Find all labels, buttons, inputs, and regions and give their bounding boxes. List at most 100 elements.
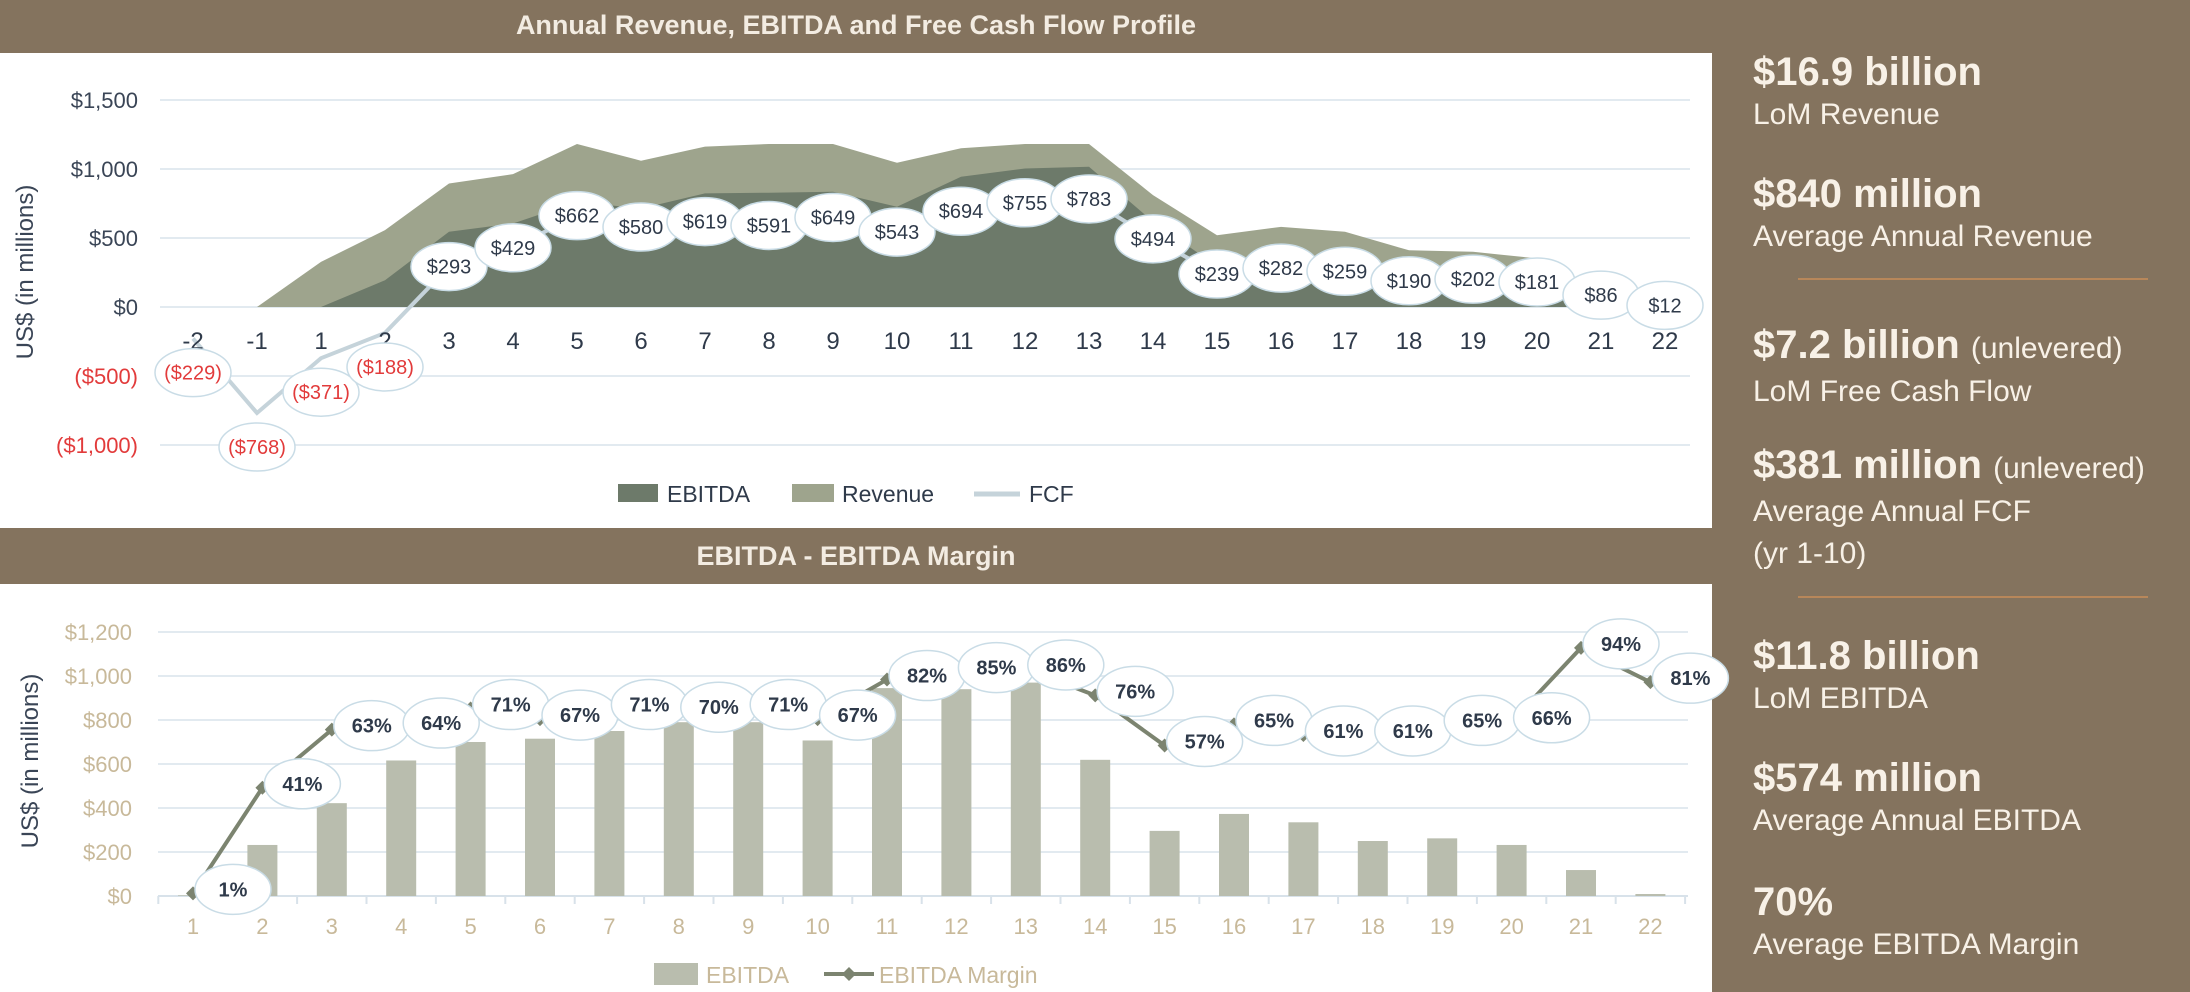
stat-label: LoM EBITDA xyxy=(1753,682,1929,715)
x-tick-label: 21 xyxy=(1588,328,1615,355)
margin-data-label: 94% xyxy=(1601,634,1641,656)
ebitda-bar xyxy=(525,738,555,896)
x-tick-label: 22 xyxy=(1638,914,1662,939)
x-tick-label: 6 xyxy=(534,914,546,939)
y-tick-label: ($500) xyxy=(74,364,138,389)
ebitda-bar xyxy=(1288,822,1319,896)
x-tick-label: 9 xyxy=(742,914,754,939)
x-tick-label: 20 xyxy=(1499,914,1523,939)
legend-label-revenue: Revenue xyxy=(842,481,934,507)
margin-data-label-bubble xyxy=(1027,639,1105,691)
stat-label: LoM Free Cash Flow xyxy=(1753,375,2032,408)
legend-label-margin: EBITDA Margin xyxy=(879,962,1038,988)
x-tick-label: 13 xyxy=(1014,914,1038,939)
top-chart-title: Annual Revenue, EBITDA and Free Cash Flo… xyxy=(515,10,1197,40)
x-tick-label: 15 xyxy=(1152,914,1176,939)
x-tick-label: 21 xyxy=(1569,914,1593,939)
margin-data-label: 70% xyxy=(699,697,739,719)
ebitda-bar xyxy=(1496,844,1527,896)
x-tick-label: 19 xyxy=(1430,914,1454,939)
divider xyxy=(1798,596,2148,598)
stat-label: LoM Revenue xyxy=(1753,98,1940,131)
margin-data-label: 64% xyxy=(421,713,461,735)
x-tick-label: 20 xyxy=(1524,328,1551,355)
x-tick-label: 18 xyxy=(1396,328,1423,355)
fcf-data-label: $429 xyxy=(491,238,536,260)
x-tick-label: 15 xyxy=(1204,328,1231,355)
stat-qualifier: (unlevered) xyxy=(1993,452,2145,485)
y-tick-label: $500 xyxy=(89,226,138,251)
margin-data-label: 67% xyxy=(560,705,600,727)
fcf-data-label: $293 xyxy=(427,257,472,279)
x-tick-label: 3 xyxy=(442,328,455,355)
x-tick-label: 7 xyxy=(698,328,711,355)
legend-swatch-revenue xyxy=(792,484,834,502)
legend-label-fcf: FCF xyxy=(1029,481,1074,507)
x-tick-label: 19 xyxy=(1460,328,1487,355)
ebitda-bar xyxy=(455,742,486,896)
legend-swatch-ebitda xyxy=(654,963,698,985)
legend-swatch-ebitda xyxy=(618,484,658,502)
x-tick-label: 8 xyxy=(673,914,685,939)
y-tick-label: $0 xyxy=(108,884,132,909)
y-tick-label: $1,000 xyxy=(71,157,138,182)
x-tick-label: 12 xyxy=(1012,328,1039,355)
margin-data-label-bubble xyxy=(1165,715,1244,768)
legend-marker-margin xyxy=(842,967,856,981)
y-tick-label: $200 xyxy=(83,840,132,865)
fcf-data-label-bubble xyxy=(858,207,936,257)
fcf-data-label: $190 xyxy=(1387,271,1432,293)
stat-avg-margin: 70% Average EBITDA Margin xyxy=(1753,880,2079,966)
fcf-data-label: $259 xyxy=(1323,261,1368,283)
ebitda-bar xyxy=(1149,830,1180,896)
ebitda-bar xyxy=(941,689,972,896)
stat-label-note: (yr 1-10) xyxy=(1753,537,1867,570)
stat-label: Average Annual FCF xyxy=(1753,495,2031,528)
margin-data-label: 41% xyxy=(282,774,322,796)
ebitda-bar xyxy=(1635,894,1666,896)
fcf-data-label: $580 xyxy=(619,217,664,239)
ebitda-bar xyxy=(316,803,347,896)
x-tick-label: 3 xyxy=(326,914,338,939)
x-tick-label: 16 xyxy=(1268,328,1295,355)
margin-data-label: 57% xyxy=(1185,732,1225,754)
stat-avg-ebitda: $574 million Average Annual EBITDA xyxy=(1753,756,2081,842)
legend-label-ebitda: EBITDA xyxy=(706,962,790,988)
margin-data-label: 85% xyxy=(976,658,1016,680)
stat-avg-fcf: $381 million (unlevered) Average Annual … xyxy=(1753,443,2145,575)
x-tick-label: 7 xyxy=(603,914,615,939)
x-tick-label: 11 xyxy=(949,328,974,355)
y-tick-label: $1,000 xyxy=(65,664,132,689)
fcf-data-label-bubble xyxy=(154,347,232,398)
x-tick-label: 1 xyxy=(187,914,199,939)
ebitda-bar xyxy=(1357,841,1388,896)
stat-qualifier: (unlevered) xyxy=(1970,332,2123,365)
fcf-data-label: $282 xyxy=(1259,258,1304,280)
ebitda-bar xyxy=(663,722,694,896)
margin-data-label-bubble xyxy=(402,697,480,749)
x-tick-label: 6 xyxy=(634,328,647,355)
margin-data-label-bubble xyxy=(1096,665,1174,718)
fcf-data-label-bubble xyxy=(346,342,424,392)
stat-label: Average Annual Revenue xyxy=(1753,220,2093,253)
fcf-data-label-bubble xyxy=(218,422,296,472)
ebitda-bar xyxy=(1010,682,1041,896)
y-tick-label: $600 xyxy=(83,752,132,777)
fcf-data-label: $12 xyxy=(1648,295,1681,317)
fcf-data-label: ($188) xyxy=(356,357,414,379)
x-tick-label: 4 xyxy=(506,328,519,355)
margin-data-label: 63% xyxy=(352,716,392,738)
fcf-data-label: ($371) xyxy=(292,382,350,404)
margin-data-label: 71% xyxy=(768,695,808,717)
stat-value: $16.9 billion xyxy=(1753,50,1982,94)
ebitda-bar xyxy=(1427,838,1458,896)
margin-data-label: 71% xyxy=(491,695,531,717)
margin-data-label: 82% xyxy=(907,666,947,688)
stat-value: $574 million xyxy=(1753,756,1982,800)
fcf-data-label: $239 xyxy=(1195,264,1240,286)
ebitda-bar xyxy=(1566,870,1596,896)
margin-data-label: 81% xyxy=(1670,668,1710,690)
fcf-data-label: $181 xyxy=(1515,272,1560,294)
ebitda-bar xyxy=(802,740,833,896)
top-chart-header: Annual Revenue, EBITDA and Free Cash Flo… xyxy=(0,0,1712,53)
